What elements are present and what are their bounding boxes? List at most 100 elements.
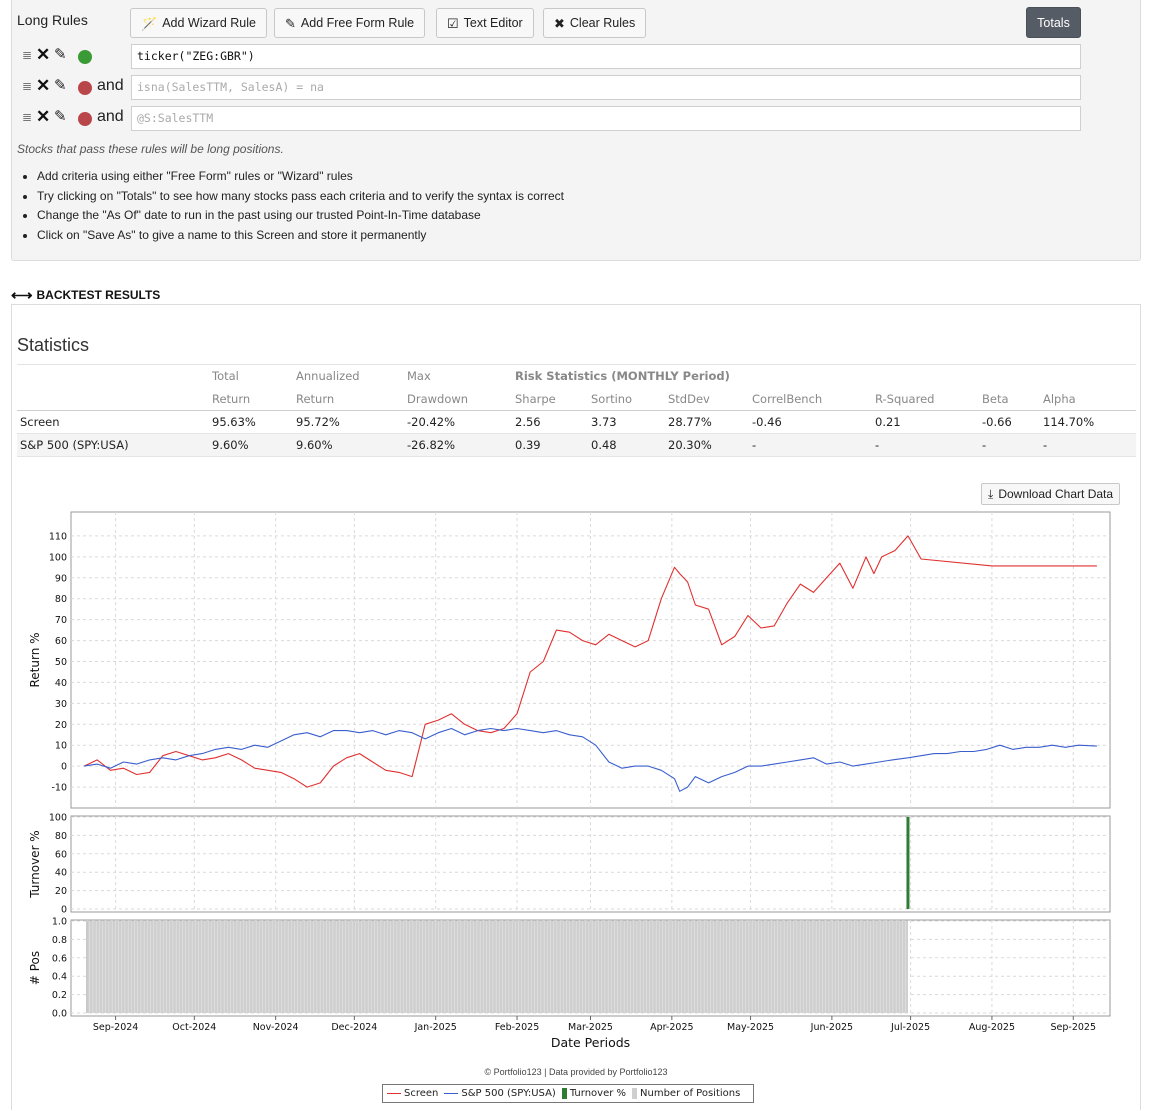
table-cell: 0.21 <box>872 410 979 434</box>
y-tick-label: 90 <box>55 573 67 584</box>
statistics-table: Total Annualized Max Risk Statistics (MO… <box>17 364 1136 457</box>
panel-title: Long Rules <box>17 12 88 28</box>
edit-icon[interactable]: ✎ <box>54 77 67 94</box>
y-tick-label: 110 <box>49 531 67 542</box>
table-cell: - <box>979 433 1040 457</box>
table-cell: - <box>1040 433 1136 457</box>
x-tick-label: Sep-2024 <box>93 1022 139 1033</box>
drag-handle-icon[interactable]: ≣ <box>22 48 33 62</box>
backtest-chart: -10 0 10 20 30 40 50 60 70 80 90 100 110 Return % 0 20 4… <box>28 511 1111 1050</box>
text-editor-button[interactable]: ☑ Text Editor <box>436 8 534 38</box>
edit-icon[interactable]: ✎ <box>54 108 67 125</box>
y-tick-label: 1.0 <box>52 917 67 928</box>
y-tick-label: 0 <box>61 762 67 773</box>
x-tick-label: Jun-2025 <box>810 1022 853 1033</box>
add-free-form-rule-label: Add Free Form Rule <box>300 16 415 30</box>
chart-legend: Screen S&P 500 (SPY:USA) Turnover % Numb… <box>382 1084 754 1103</box>
clear-rules-button[interactable]: ✖ Clear Rules <box>543 8 647 38</box>
turnover-bar <box>906 817 910 909</box>
expand-arrows-icon: ⟷ <box>11 287 33 304</box>
positions-area <box>86 921 908 1013</box>
table-header-cell: R-Squared <box>872 387 979 411</box>
table-cell: S&P 500 (SPY:USA) <box>17 433 209 457</box>
delete-icon[interactable]: ✕ <box>36 76 51 95</box>
table-row: Screen 95.63% 95.72% -20.42% 2.56 3.73 2… <box>17 410 1136 434</box>
series-line-screen <box>83 535 1097 788</box>
y-tick-label: 100 <box>49 813 67 824</box>
rule-input[interactable]: isna(SalesTTM, SalesA) = na <box>131 75 1081 100</box>
table-cell: -26.82% <box>404 433 512 457</box>
legend-label: Screen <box>404 1088 439 1099</box>
y-tick-label: 60 <box>55 636 67 647</box>
edit-icon: ☑ <box>447 15 459 31</box>
add-wizard-rule-button[interactable]: 🪄 Add Wizard Rule <box>130 8 267 38</box>
table-cell: - <box>872 433 979 457</box>
backtest-toggle[interactable]: ⟷ BACKTEST RESULTS <box>11 286 160 304</box>
x-tick-label: Nov-2024 <box>253 1022 299 1033</box>
rules-hint: Stocks that pass these rules will be lon… <box>17 142 284 156</box>
x-tick-label: Mar-2025 <box>568 1022 613 1033</box>
y-tick-label: 0.0 <box>52 1009 67 1020</box>
delete-icon[interactable]: ✕ <box>36 45 51 64</box>
drag-handle-icon[interactable]: ≣ <box>22 110 33 124</box>
delete-icon[interactable]: ✕ <box>36 107 51 126</box>
tip-item: Change the "As Of" date to run in the pa… <box>37 207 564 227</box>
x-tick-label: Sep-2025 <box>1051 1022 1097 1033</box>
table-header-cell: Beta <box>979 387 1040 411</box>
clear-rules-label: Clear Rules <box>569 16 636 30</box>
add-wizard-rule-label: Add Wizard Rule <box>162 16 256 30</box>
legend-item-screen[interactable]: Screen <box>387 1088 438 1099</box>
y-tick-label: 0.8 <box>52 935 67 946</box>
legend-item-positions[interactable]: Number of Positions <box>632 1088 740 1099</box>
rules-panel: Long Rules 🪄 Add Wizard Rule ✎ Add Free … <box>11 0 1141 261</box>
table-header-cell: Max <box>404 364 512 388</box>
rule-row: ≣ ✕ ✎ ticker("ZEG:GBR") <box>12 44 1092 70</box>
chart-credit: © Portfolio123 | Data provided by Portfo… <box>484 1067 668 1077</box>
backtest-header-label: BACKTEST RESULTS <box>36 288 161 302</box>
y-tick-label: 0 <box>61 905 67 916</box>
table-cell: 114.70% <box>1040 410 1136 434</box>
positions-bars <box>86 921 908 1013</box>
x-tick-label: Dec-2024 <box>331 1022 377 1033</box>
download-chart-data-label: Download Chart Data <box>998 487 1114 501</box>
x-tick-label: Feb-2025 <box>495 1022 539 1033</box>
risk-statistics-header: Risk Statistics (MONTHLY Period) <box>512 364 1136 388</box>
legend-swatch <box>387 1092 401 1095</box>
rule-row: ≣ ✕ ✎ and isna(SalesTTM, SalesA) = na <box>12 75 1092 101</box>
table-cell: -0.46 <box>749 410 872 434</box>
rule-input[interactable]: @S:SalesTTM <box>131 106 1081 131</box>
x-tick-label: Aug-2025 <box>969 1022 1015 1033</box>
download-chart-data-button[interactable]: ⤓ Download Chart Data <box>981 483 1121 505</box>
table-header-cell: Alpha <box>1040 387 1136 411</box>
table-row: S&P 500 (SPY:USA) 9.60% 9.60% -26.82% 0.… <box>17 433 1136 457</box>
add-free-form-rule-button[interactable]: ✎ Add Free Form Rule <box>274 8 426 38</box>
table-cell: 95.72% <box>293 410 404 434</box>
edit-icon[interactable]: ✎ <box>54 46 67 63</box>
totals-button[interactable]: Totals <box>1026 7 1081 38</box>
y-tick-label: 40 <box>55 868 67 879</box>
table-header-row: Return Return Drawdown Sharpe Sortino St… <box>17 387 1136 411</box>
x-tick-label: Oct-2024 <box>172 1022 216 1033</box>
tip-item: Add criteria using either "Free Form" ru… <box>37 168 564 188</box>
table-cell: 0.48 <box>588 433 665 457</box>
y-tick-label: 40 <box>55 678 67 689</box>
y-tick-label: 50 <box>55 657 67 668</box>
legend-item-turnover[interactable]: Turnover % <box>561 1088 626 1099</box>
magic-wand-icon: 🪄 <box>141 15 158 31</box>
rule-input[interactable]: ticker("ZEG:GBR") <box>131 44 1081 69</box>
y-tick-label: 60 <box>55 849 67 860</box>
table-header-cell: Total <box>209 364 293 388</box>
legend-swatch <box>561 1088 567 1099</box>
table-header-cell <box>17 387 209 411</box>
drag-handle-icon[interactable]: ≣ <box>22 79 33 93</box>
x-axis-title: Date Periods <box>551 1035 630 1050</box>
table-cell: 2.56 <box>512 410 588 434</box>
x-tick-label: Apr-2025 <box>650 1022 693 1033</box>
y-tick-label: 10 <box>55 741 67 752</box>
legend-item-benchmark[interactable]: S&P 500 (SPY:USA) <box>444 1088 556 1099</box>
rule-conjunction: and <box>97 77 124 94</box>
tip-item: Try clicking on "Totals" to see how many… <box>37 188 564 208</box>
table-header-cell: Drawdown <box>404 387 512 411</box>
table-cell: 0.39 <box>512 433 588 457</box>
status-dot <box>78 81 92 95</box>
